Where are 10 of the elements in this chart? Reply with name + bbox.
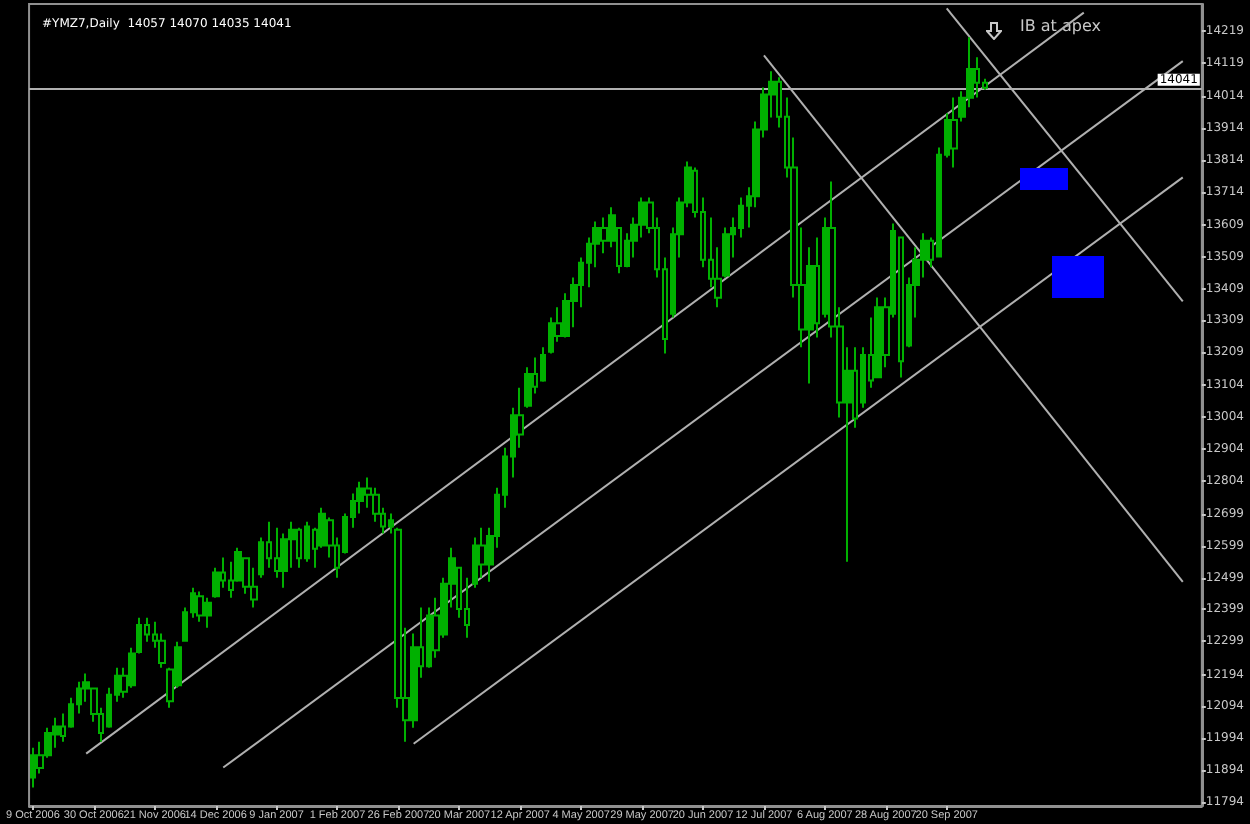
candlestick (196, 590, 204, 623)
candlestick (212, 566, 220, 599)
annotation: IB at apex (1020, 17, 1102, 35)
candlestick (472, 536, 478, 589)
candlestick (524, 366, 532, 409)
candlestick (950, 96, 958, 169)
candlestick (304, 520, 310, 563)
candlestick (30, 746, 36, 789)
candlestick (204, 596, 212, 629)
candlestick (296, 526, 302, 569)
